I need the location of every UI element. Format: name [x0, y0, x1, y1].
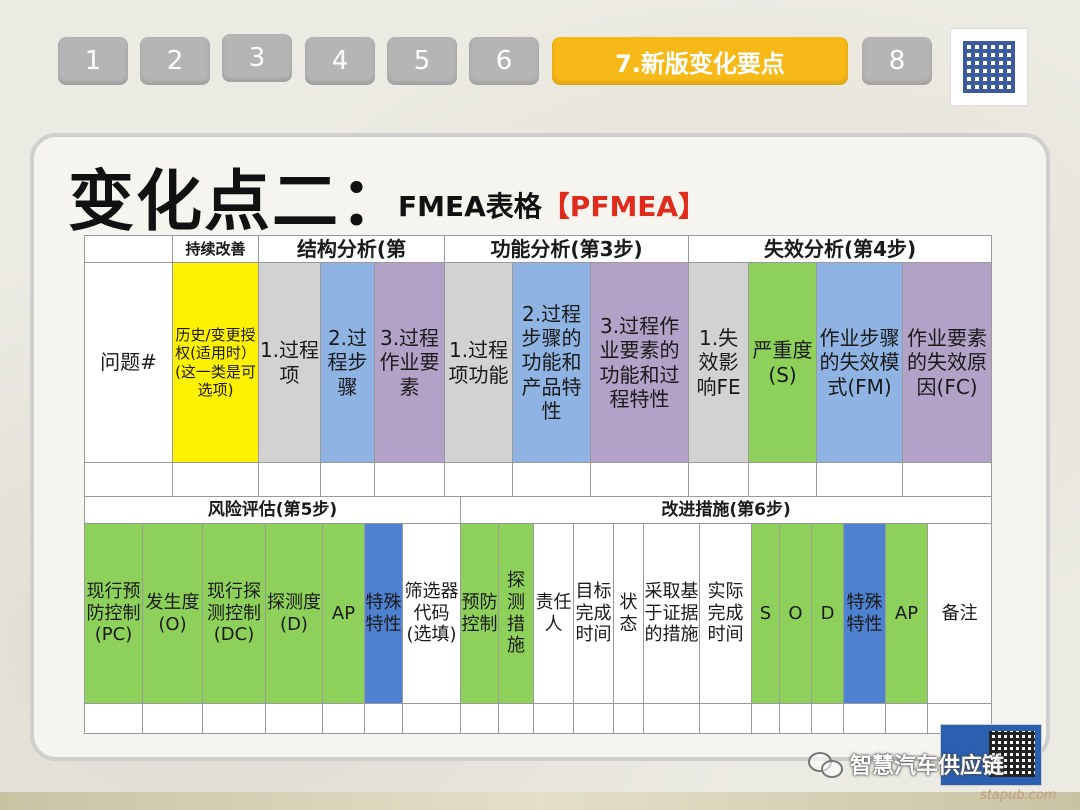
col-evidence-action: 采取基于证据的措施: [643, 523, 700, 704]
col-severity: 严重度(S): [748, 262, 818, 463]
pfmea-table-top: 持续改善 结构分析(第 功能分析(第3步) 失效分析(第4步) 问题# 历史/变…: [84, 235, 993, 497]
col-special-char-2: 特殊特性: [843, 523, 886, 704]
group-risk: 风险评估(第5步): [84, 496, 461, 524]
col-history: 历史/变更授权(适用时）(这一类是可选项): [172, 262, 259, 463]
slide-subtitle: FMEA表格【PFMEA】: [398, 185, 706, 225]
col-special-char: 特殊特性: [364, 523, 403, 704]
nav-tab-2[interactable]: 2: [140, 37, 210, 85]
wechat-badge: 智慧汽车供应链: [808, 748, 1004, 780]
col-prevention-action: 预防控制: [460, 523, 499, 704]
col-occurrence: 发生度(O): [142, 523, 203, 704]
col-o: O: [779, 523, 812, 704]
group-function: 功能分析(第3步): [444, 235, 690, 263]
col-ap: AP: [322, 523, 365, 704]
col-s: S: [751, 523, 780, 704]
table-row: [84, 462, 993, 497]
wechat-icon: [808, 750, 844, 778]
pfmea-table-bottom: 风险评估(第5步) 改进措施(第6步) 现行预防控制(PC) 发生度(O) 现行…: [84, 496, 993, 734]
col-failure-effect: 1.失效影响FE: [688, 262, 750, 463]
nav-tab-4[interactable]: 4: [305, 37, 375, 85]
nav-tab-6[interactable]: 6: [469, 37, 539, 85]
group-failure: 失效分析(第4步): [688, 235, 993, 263]
col-filter-code: 筛选器代码(选填): [402, 523, 461, 704]
group-continuous: 持续改善: [172, 235, 259, 263]
col-remarks: 备注: [926, 523, 993, 704]
col-detection: 探测度(D): [265, 523, 323, 704]
col-status: 状态: [613, 523, 644, 704]
slide-title: 变化点二：: [68, 163, 408, 240]
nav-tab-1[interactable]: 1: [58, 37, 128, 85]
header-blank: [84, 235, 173, 263]
col-element-function: 3.过程作业要素的功能和过程特性: [590, 262, 690, 463]
group-improve: 改进措施(第6步): [459, 496, 993, 524]
col-target-date: 目标完成时间: [573, 523, 614, 704]
col-detection-control: 现行探测控制(DC): [202, 523, 266, 704]
nav-tab-3[interactable]: 3: [222, 34, 292, 82]
col-failure-mode: 作业步骤的失效模式(FM): [816, 262, 904, 463]
col-process-item: 1.过程项: [258, 262, 321, 463]
nav-tab-7-active[interactable]: 7.新版变化要点: [552, 37, 848, 85]
qr-code-bottom-icon: [940, 724, 1042, 786]
col-work-element: 3.过程作业要素: [373, 262, 446, 463]
col-d: D: [811, 523, 844, 704]
col-item-function: 1.过程项功能: [444, 262, 514, 463]
watermark: stapub.com: [980, 788, 1057, 803]
wechat-label: 智慧汽车供应链: [850, 754, 1005, 779]
col-detection-action: 探测措施: [498, 523, 534, 704]
col-process-step: 2.过程步骤: [320, 262, 375, 463]
col-issue-no: 问题#: [84, 262, 173, 463]
group-structure: 结构分析(第: [257, 235, 446, 263]
col-failure-cause: 作业要素的失效原因(FC): [902, 262, 993, 463]
col-responsible: 责任人: [533, 523, 574, 704]
nav-tab-5[interactable]: 5: [387, 37, 457, 85]
qr-code-icon: [950, 28, 1028, 106]
nav-tab-8[interactable]: 8: [862, 37, 932, 85]
table-row: [84, 703, 993, 734]
col-ap-2: AP: [885, 523, 928, 704]
subtitle-text: FMEA表格: [398, 190, 542, 223]
subtitle-red: 【PFMEA】: [541, 190, 707, 223]
col-prevention-control: 现行预防控制(PC): [84, 523, 143, 704]
bottom-strip: [0, 792, 1080, 810]
col-actual-date: 实际完成时间: [699, 523, 752, 704]
col-step-function: 2.过程步骤的功能和产品特性: [512, 262, 592, 463]
